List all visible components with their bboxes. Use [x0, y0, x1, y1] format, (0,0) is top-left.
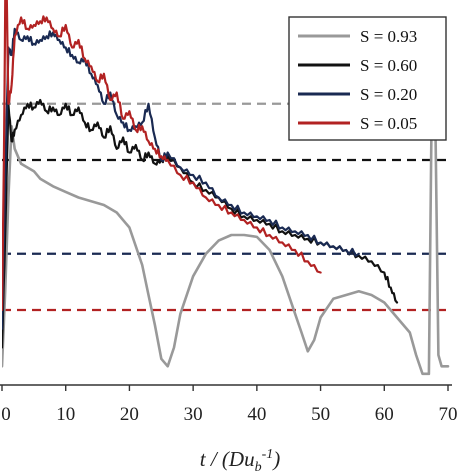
x-tick-label-10: 10 — [56, 404, 75, 425]
x-tick-label-0: 0 — [1, 404, 11, 425]
x-axis-title-superscript: -1 — [262, 447, 274, 462]
x-tick-label-40: 40 — [247, 404, 266, 425]
legend: S = 0.93 S = 0.60 S = 0.20 S = 0.05 — [288, 16, 447, 141]
series-line-s-0-60 — [2, 98, 399, 349]
series-lines — [2, 0, 450, 376]
x-tick-label-20: 20 — [120, 404, 139, 425]
x-ticks: 0 10 20 30 40 50 60 70 — [1, 385, 458, 425]
x-tick-label-70: 70 — [439, 404, 458, 425]
series-line-s-0-93 — [2, 65, 450, 376]
x-axis-title: t / (Dub-1) — [200, 447, 281, 474]
legend-label-s-0-60: S = 0.60 — [360, 56, 417, 75]
x-axis-title-main: t / (Du — [200, 447, 255, 471]
legend-label-s-0-05: S = 0.05 — [360, 114, 417, 133]
legend-label-s-0-20: S = 0.20 — [360, 85, 417, 104]
x-tick-label-30: 30 — [184, 404, 203, 425]
x-tick-label-50: 50 — [311, 404, 330, 425]
x-tick-label-60: 60 — [375, 404, 394, 425]
series-line-s-0-05 — [2, 0, 322, 312]
legend-label-s-0-93: S = 0.93 — [360, 27, 417, 46]
x-axis-title-close: ) — [272, 447, 280, 471]
x-axis-title-subscript: b — [255, 460, 262, 474]
series-line-s-0-20 — [2, 27, 360, 330]
